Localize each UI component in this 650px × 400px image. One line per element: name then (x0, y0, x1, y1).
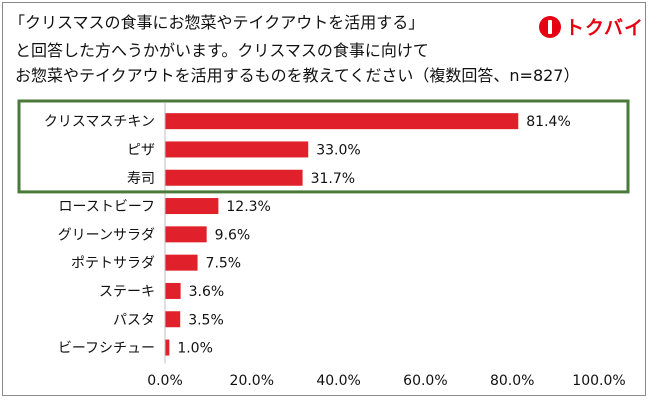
bar-3 (165, 198, 219, 215)
value-label-3: 12.3% (226, 199, 270, 215)
value-label-5: 7.5% (206, 256, 242, 272)
x-tick-label-4: 80.0% (490, 373, 534, 389)
value-label-0: 81.4% (526, 114, 570, 130)
bar-0 (165, 113, 519, 130)
category-label-2: 寿司 (127, 170, 155, 187)
value-label-7: 3.5% (188, 312, 224, 328)
category-label-4: グリーンサラダ (58, 227, 155, 243)
title-line-2: と回答した方へうかがいます。クリスマスの食事に向けて (15, 41, 429, 60)
title-line-3: お惣菜やテイクアウトを活用するものを教えてください（複数回答、n=827） (15, 66, 580, 85)
x-tick-label-5: 100.0% (572, 373, 625, 389)
bar-5 (165, 254, 198, 271)
x-tick-label-3: 60.0% (403, 373, 447, 389)
bar-6 (165, 282, 181, 299)
bar-1 (165, 141, 309, 158)
category-label-6: ステーキ (99, 284, 155, 300)
category-label-3: ローストビーフ (59, 199, 155, 215)
bar-2 (165, 169, 303, 186)
x-tick-label-0: 0.0% (147, 373, 183, 389)
category-label-0: クリスマスチキン (44, 114, 155, 130)
value-label-4: 9.6% (215, 227, 251, 243)
bar-chart: クリスマスチキン 81.4% ピザ 33.0% 寿司 31.7% ローストビーフ 12.3% グ… (17, 99, 630, 389)
x-tick-label-2: 40.0% (316, 373, 360, 389)
tokubai-logo: トクバイ (539, 13, 644, 40)
highlight-box (17, 99, 630, 194)
value-label-1: 33.0% (316, 142, 360, 158)
value-label-2: 31.7% (311, 171, 355, 187)
category-label-8: ビーフシチュー (58, 341, 155, 357)
bar-7 (165, 311, 181, 328)
category-label-7: パスタ (113, 312, 155, 328)
bar-4 (165, 226, 207, 243)
value-label-6: 3.6% (189, 284, 225, 300)
category-label-1: ピザ (127, 142, 155, 158)
bar-8 (165, 339, 170, 356)
tokubai-logo-icon (539, 15, 561, 38)
x-tick-label-1: 20.0% (230, 373, 274, 389)
value-label-8: 1.0% (177, 341, 213, 357)
title-line-1: 「クリスマスの食事にお惣菜やテイクアウトを活用する」 (9, 13, 425, 32)
category-label-5: ポテトサラダ (71, 256, 155, 272)
logo-text: トクバイ (565, 17, 645, 39)
chart-frame: 「クリスマスの食事にお惣菜やテイクアウトを活用する」 と回答した方へうかがいます… (2, 2, 646, 396)
